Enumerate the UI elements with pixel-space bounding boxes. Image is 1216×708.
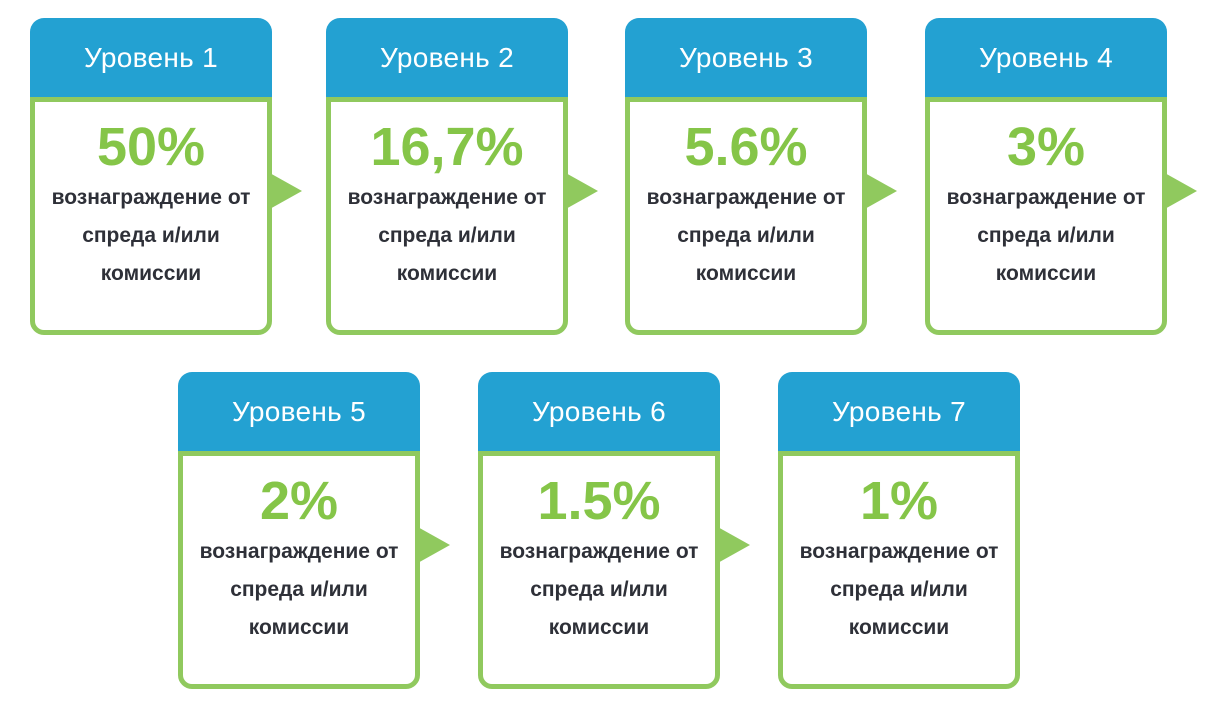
card-level-3-body: 5.6% вознаграждение от спреда и/или коми… [625,97,867,335]
card-level-1-percent: 50% [96,117,206,177]
card-level-5-header: Уровень 5 [178,372,420,451]
card-level-2-body: 16,7% вознаграждение от спреда и/или ком… [326,97,568,335]
card-level-3-header: Уровень 3 [625,18,867,97]
card-level-4-percent: 3% [1006,117,1086,177]
card-level-7: Уровень 7 1% вознаграждение от спреда и/… [778,372,1020,689]
card-level-7-header: Уровень 7 [778,372,1020,451]
card-level-1-header: Уровень 1 [30,18,272,97]
arrow-right-icon [1163,172,1197,210]
card-level-3-percent: 5.6% [684,117,808,177]
card-level-3: Уровень 3 5.6% вознаграждение от спреда … [625,18,867,335]
card-level-1-description: вознаграждение от спреда и/или комиссии [51,186,251,286]
card-level-7-description: вознаграждение от спреда и/или комиссии [799,540,999,640]
card-level-7-title: Уровень 7 [832,395,966,427]
card-level-5-title: Уровень 5 [232,395,366,427]
arrow-right-icon [863,172,897,210]
arrow-right-icon [564,172,598,210]
card-level-3-description: вознаграждение от спреда и/или комиссии [646,186,846,286]
card-level-4-body: 3% вознаграждение от спреда и/или комисс… [925,97,1167,335]
card-level-2-description: вознаграждение от спреда и/или комиссии [347,186,547,286]
card-level-7-percent: 1% [859,471,939,531]
card-level-4-description: вознаграждение от спреда и/или комиссии [946,186,1146,286]
card-level-6-percent: 1.5% [537,471,661,531]
card-level-1-body: 50% вознаграждение от спреда и/или комис… [30,97,272,335]
card-level-6-header: Уровень 6 [478,372,720,451]
card-level-3-title: Уровень 3 [679,41,813,73]
card-level-4: Уровень 4 3% вознаграждение от спреда и/… [925,18,1167,335]
card-level-2: Уровень 2 16,7% вознаграждение от спреда… [326,18,568,335]
card-level-2-header: Уровень 2 [326,18,568,97]
card-level-2-percent: 16,7% [370,117,524,177]
card-level-2-title: Уровень 2 [380,41,514,73]
card-level-5-description: вознаграждение от спреда и/или комиссии [199,540,399,640]
arrow-right-icon [416,526,450,564]
card-level-5-percent: 2% [259,471,339,531]
card-level-6-description: вознаграждение от спреда и/или комиссии [499,540,699,640]
card-level-4-header: Уровень 4 [925,18,1167,97]
card-level-6-body: 1.5% вознаграждение от спреда и/или коми… [478,451,720,689]
card-level-5-body: 2% вознаграждение от спреда и/или комисс… [178,451,420,689]
arrow-right-icon [268,172,302,210]
card-level-4-title: Уровень 4 [979,41,1113,73]
card-level-5: Уровень 5 2% вознаграждение от спреда и/… [178,372,420,689]
card-level-6-title: Уровень 6 [532,395,666,427]
arrow-right-icon [716,526,750,564]
card-level-1: Уровень 1 50% вознаграждение от спреда и… [30,18,272,335]
card-level-7-body: 1% вознаграждение от спреда и/или комисс… [778,451,1020,689]
card-level-6: Уровень 6 1.5% вознаграждение от спреда … [478,372,720,689]
card-level-1-title: Уровень 1 [84,41,218,73]
